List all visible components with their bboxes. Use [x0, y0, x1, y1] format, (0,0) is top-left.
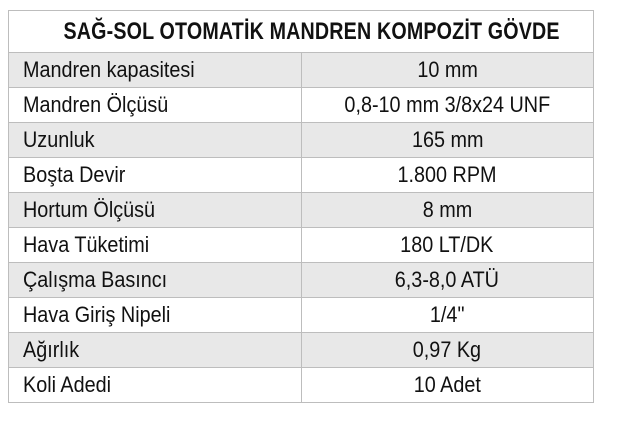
spec-value-cell: 180 LT/DK — [300, 227, 594, 263]
spec-value: 10 mm — [416, 57, 478, 82]
table-row: Hava Tüketimi 180 LT/DK — [8, 227, 594, 263]
spec-label: Ağırlık — [23, 337, 80, 362]
spec-label: Mandren kapasitesi — [23, 57, 195, 82]
table-title: SAĞ-SOL OTOMATİK MANDREN KOMPOZİT GÖVDE — [8, 10, 594, 53]
table-row: Hortum Ölçüsü 8 mm — [8, 192, 594, 228]
table-row: Mandren kapasitesi 10 mm — [8, 52, 594, 88]
spec-value-cell: 0,97 Kg — [300, 332, 594, 368]
spec-label-cell: Mandren Ölçüsü — [8, 87, 302, 123]
spec-value: 10 Adet — [413, 372, 481, 397]
table-row: Çalışma Basıncı 6,3-8,0 ATÜ — [8, 262, 594, 298]
spec-label-cell: Hava Tüketimi — [8, 227, 302, 263]
spec-value: 165 mm — [411, 127, 484, 152]
spec-value-cell: 1.800 RPM — [300, 157, 594, 193]
table-row: Koli Adedi 10 Adet — [8, 367, 594, 403]
table-row: Mandren Ölçüsü 0,8-10 mm 3/8x24 UNF — [8, 87, 594, 123]
spec-label-cell: Mandren kapasitesi — [8, 52, 302, 88]
table-header-row: SAĞ-SOL OTOMATİK MANDREN KOMPOZİT GÖVDE — [8, 10, 594, 53]
spec-label: Hava Tüketimi — [23, 232, 150, 257]
spec-label: Uzunluk — [23, 127, 95, 152]
spec-value-cell: 10 mm — [300, 52, 594, 88]
spec-table: SAĞ-SOL OTOMATİK MANDREN KOMPOZİT GÖVDE … — [8, 10, 594, 403]
table-title-text: SAĞ-SOL OTOMATİK MANDREN KOMPOZİT GÖVDE — [63, 17, 560, 45]
spec-label-cell: Ağırlık — [8, 332, 302, 368]
spec-value: 1/4" — [429, 302, 465, 327]
spec-label: Hava Giriş Nipeli — [23, 302, 171, 327]
spec-value-cell: 1/4" — [300, 297, 594, 333]
spec-value-cell: 0,8-10 mm 3/8x24 UNF — [300, 87, 594, 123]
table-row: Ağırlık 0,97 Kg — [8, 332, 594, 368]
spec-label: Çalışma Basıncı — [23, 267, 168, 292]
spec-label-cell: Uzunluk — [8, 122, 302, 158]
spec-value: 0,8-10 mm 3/8x24 UNF — [344, 92, 551, 117]
spec-value: 0,97 Kg — [413, 337, 482, 362]
spec-value: 6,3-8,0 ATÜ — [395, 267, 500, 292]
spec-label-cell: Hava Giriş Nipeli — [8, 297, 302, 333]
spec-label: Hortum Ölçüsü — [23, 197, 156, 222]
spec-value: 8 mm — [422, 197, 473, 222]
spec-label-cell: Koli Adedi — [8, 367, 302, 403]
spec-value-cell: 10 Adet — [300, 367, 594, 403]
spec-label: Koli Adedi — [23, 372, 112, 397]
spec-value: 1.800 RPM — [397, 162, 497, 187]
spec-label-cell: Çalışma Basıncı — [8, 262, 302, 298]
spec-label: Mandren Ölçüsü — [23, 92, 169, 117]
spec-value: 180 LT/DK — [400, 232, 494, 257]
spec-value-cell: 8 mm — [300, 192, 594, 228]
spec-label: Boşta Devir — [23, 162, 126, 187]
spec-label-cell: Boşta Devir — [8, 157, 302, 193]
spec-value-cell: 165 mm — [300, 122, 594, 158]
spec-label-cell: Hortum Ölçüsü — [8, 192, 302, 228]
spec-value-cell: 6,3-8,0 ATÜ — [300, 262, 594, 298]
table-row: Boşta Devir 1.800 RPM — [8, 157, 594, 193]
table-row: Hava Giriş Nipeli 1/4" — [8, 297, 594, 333]
table-row: Uzunluk 165 mm — [8, 122, 594, 158]
